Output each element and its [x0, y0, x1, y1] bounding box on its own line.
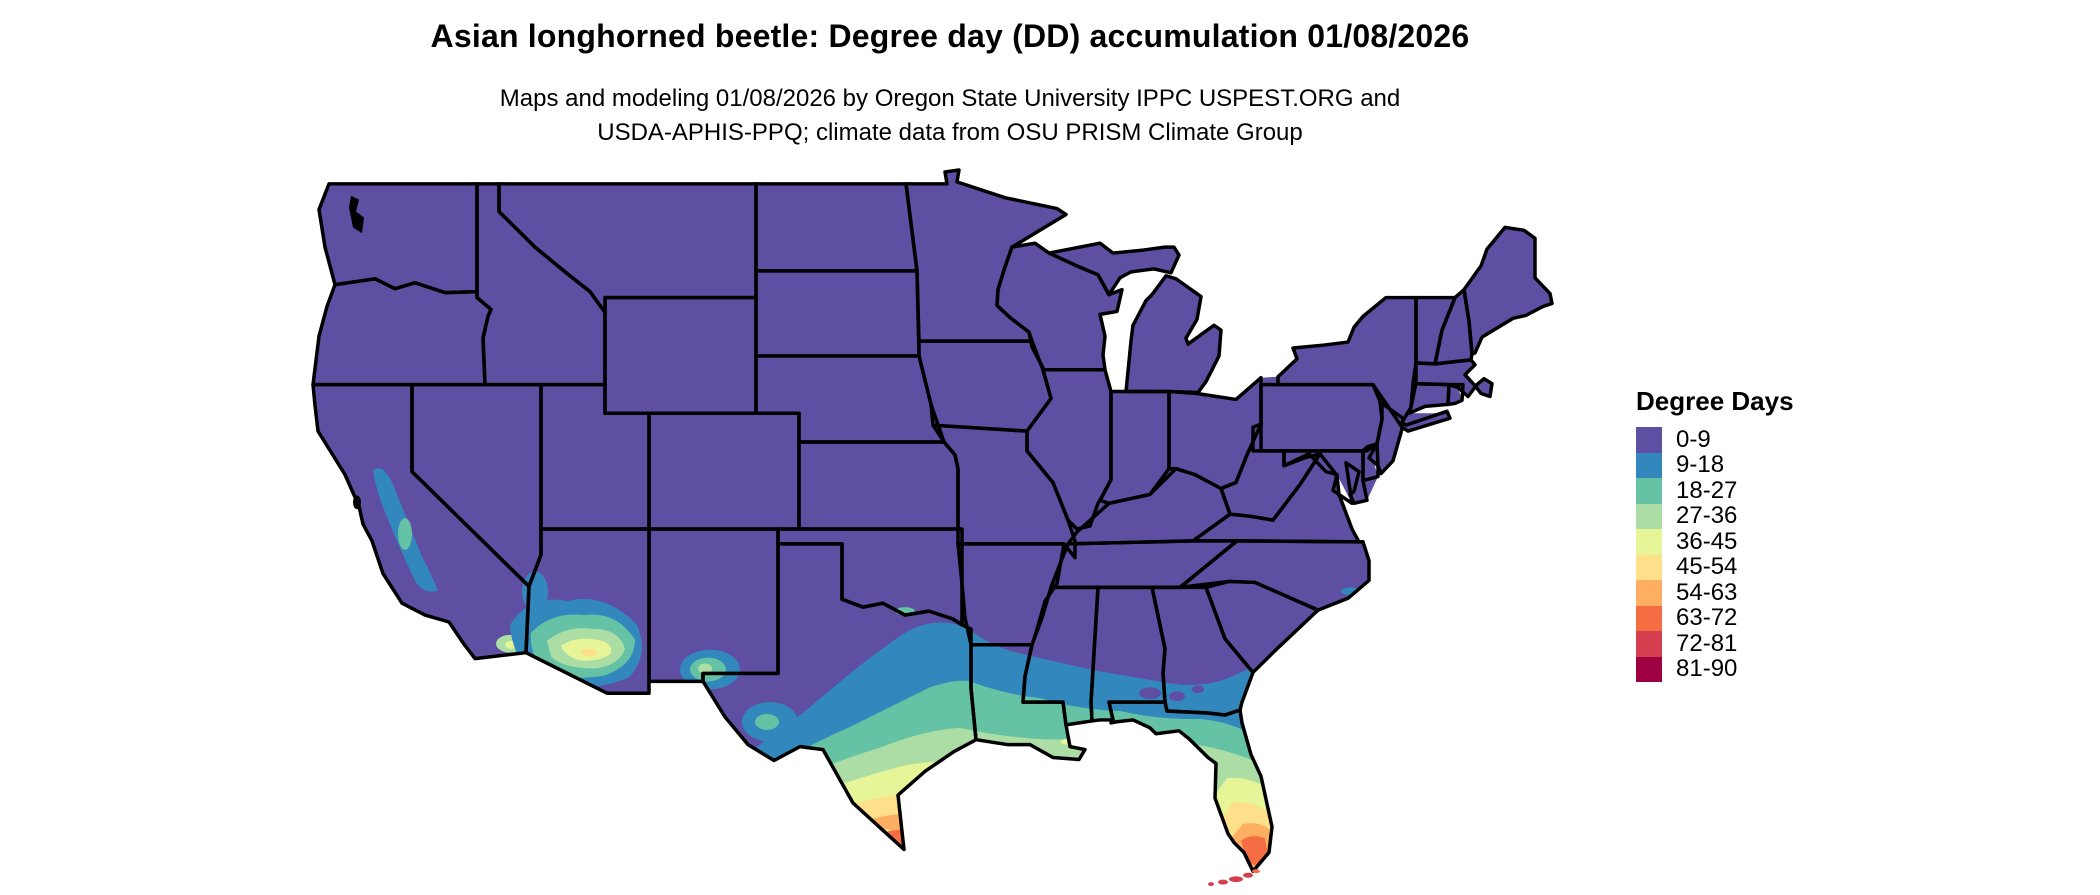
raster-band-54-63 — [853, 813, 1273, 872]
raster-nm-green — [698, 663, 712, 674]
state-border-mi-lp — [1124, 274, 1223, 395]
keys-dash — [1252, 869, 1260, 874]
legend-row: 27-36 — [1636, 502, 1794, 530]
legend-swatch-0-9 — [1636, 427, 1662, 453]
state-borders — [311, 168, 1554, 873]
raster-base-0-9 — [313, 169, 1552, 872]
subtitle-line-2: USDA-APHIS-PPQ; climate data from OSU PR… — [597, 119, 1303, 146]
raster-band-63-72-fl — [1241, 836, 1269, 866]
legend-swatch-72-81 — [1636, 631, 1662, 657]
legend-row: 54-63 — [1636, 578, 1794, 606]
legend-row: 0-9 — [1636, 425, 1794, 453]
subtitle: Maps and modeling 01/08/2026 by Oregon S… — [0, 82, 1900, 150]
state-border-md — [1282, 449, 1369, 506]
legend-row: 63-72 — [1636, 604, 1794, 632]
puget-sound-water — [349, 195, 364, 234]
us-degree-day-map — [311, 168, 1554, 887]
state-border-ri — [1446, 382, 1465, 407]
keys-dash — [1218, 879, 1228, 885]
legend-label: 9-18 — [1676, 451, 1725, 479]
raster-ga-purple-pocket — [1192, 685, 1204, 694]
legend-label: 18-27 — [1676, 476, 1738, 504]
state-border-ca — [311, 382, 531, 661]
legend-row: 18-27 — [1636, 476, 1794, 504]
legend-label: 72-81 — [1676, 629, 1738, 657]
legend-swatch-54-63 — [1636, 580, 1662, 606]
legend-label: 54-63 — [1676, 578, 1738, 606]
dd-raster-layer — [313, 169, 1552, 872]
header: Asian longhorned beetle: Degree day (DD)… — [0, 18, 1900, 55]
state-border-fl — [1107, 700, 1274, 873]
state-border-nc — [1178, 539, 1371, 612]
legend-label: 0-9 — [1676, 425, 1711, 453]
state-border-sc — [1204, 579, 1320, 675]
legend-label: 45-54 — [1676, 553, 1738, 581]
keys-dash — [1208, 882, 1214, 887]
state-border-tx — [701, 542, 978, 852]
legend-row: 81-90 — [1636, 655, 1794, 683]
subtitle-line-1: Maps and modeling 01/08/2026 by Oregon S… — [499, 85, 1401, 112]
legend-label: 27-36 — [1676, 502, 1738, 530]
legend-swatch-18-27 — [1636, 478, 1662, 504]
raster-wtx-teal — [755, 713, 779, 730]
keys-dash — [1243, 872, 1253, 878]
legend-label: 81-90 — [1676, 655, 1738, 683]
legend-swatch-36-45 — [1636, 529, 1662, 555]
legend-swatch-27-36 — [1636, 503, 1662, 529]
legend-row: 9-18 — [1636, 451, 1794, 479]
raster-ga-purple-pocket — [1169, 691, 1185, 702]
raster-az-yellow-dot — [581, 648, 597, 657]
legend-title: Degree Days — [1636, 386, 1794, 416]
state-border-mi-up — [1047, 241, 1181, 297]
raster-ca-valley-speck — [398, 518, 412, 550]
legend-label: 63-72 — [1676, 604, 1738, 632]
legend-row: 72-81 — [1636, 629, 1794, 657]
san-francisco-bay-water — [353, 495, 361, 510]
state-border-me — [1462, 225, 1554, 356]
legend-swatch-81-90 — [1636, 656, 1662, 682]
legend-row: 45-54 — [1636, 553, 1794, 581]
keys-dash — [1229, 876, 1243, 883]
legend-swatch-9-18 — [1636, 452, 1662, 478]
legend-swatch-45-54 — [1636, 554, 1662, 580]
legend-row: 36-45 — [1636, 527, 1794, 555]
florida-keys — [1208, 869, 1260, 887]
legend: Degree Days 0-9 9-18 18-27 27-36 36-45 4… — [1636, 386, 1794, 682]
legend-label: 36-45 — [1676, 527, 1738, 555]
page-title: Asian longhorned beetle: Degree day (DD)… — [430, 18, 1470, 54]
legend-swatch-63-72 — [1636, 605, 1662, 631]
raster-ga-purple-pocket — [1139, 687, 1161, 700]
